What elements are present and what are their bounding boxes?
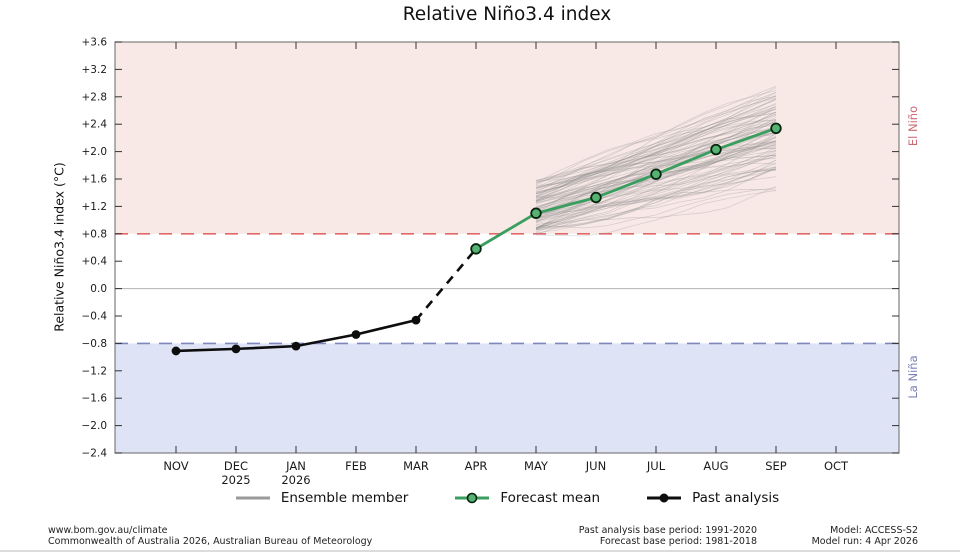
- axis-tick-labels: +3.6 +3.2 +2.8 +2.4 +2.0 +1.6 +1.2 +0.8 +0.4 0.0 −…: [82, 37, 850, 488]
- bottom-divider: [0, 550, 960, 552]
- x-tick-label: MAR: [403, 459, 429, 473]
- y-tick-label: −2.0: [82, 420, 108, 432]
- x-tick-label: MAY: [524, 459, 549, 473]
- y-tick-label: −1.2: [82, 365, 108, 377]
- y-tick-label: −1.6: [82, 393, 108, 405]
- x-tick-label: FEB: [345, 459, 367, 473]
- chart-title: Relative Niño3.4 index: [402, 4, 612, 25]
- x-tick-label: JUL: [646, 459, 666, 473]
- legend-item-ensemble-member: Ensemble member: [235, 490, 409, 506]
- legend-label-past-analysis: Past analysis: [692, 490, 780, 506]
- axis-ticks: [115, 41, 899, 454]
- y-tick-label: +2.0: [82, 146, 108, 158]
- forecast-mean-swatch-icon: [455, 492, 490, 504]
- legend-label-forecast-mean: Forecast mean: [500, 490, 601, 506]
- footer-model-info: Model: ACCESS-S2 Model run: 4 Apr 2026: [706, 525, 918, 547]
- x-tick-label: OCT: [824, 459, 849, 473]
- y-tick-label: −2.4: [82, 448, 108, 460]
- footer-source-url: www.bom.gov.au/climate: [48, 525, 168, 536]
- y-tick-label: +0.8: [82, 228, 108, 240]
- footer-base-periods: Past analysis base period: 1991-2020 For…: [500, 525, 757, 547]
- y-tick-label: +3.6: [82, 37, 108, 49]
- x-tick-label: AUG: [703, 459, 728, 473]
- legend-item-past-analysis: Past analysis: [646, 490, 779, 506]
- y-tick-label: −0.4: [82, 311, 108, 323]
- shaded-regions: [115, 42, 899, 453]
- x-tick-label: APR: [465, 459, 488, 473]
- footer-model-run: Model run: 4 Apr 2026: [811, 536, 918, 547]
- footer-past-base-period: Past analysis base period: 1991-2020: [578, 525, 757, 536]
- ensemble-member-swatch-icon: [235, 496, 270, 500]
- ensemble-lines: [535, 85, 777, 237]
- y-tick-label: +1.2: [82, 201, 108, 213]
- y-tick-label: +3.2: [82, 64, 108, 76]
- y-tick-label: 0.0: [90, 283, 107, 295]
- x-tick-year-label: 2026: [281, 473, 310, 487]
- plot-border: [114, 41, 900, 454]
- y-tick-label: +1.6: [82, 174, 108, 186]
- x-tick-label: JUN: [585, 459, 606, 473]
- footer-copyright: Commonwealth of Australia 2026, Australi…: [48, 536, 373, 547]
- y-tick-label: +2.4: [82, 119, 108, 131]
- past-analysis-swatch-icon: [647, 493, 682, 503]
- footer-forecast-base-period: Forecast base period: 1981-2018: [599, 536, 757, 547]
- y-tick-label: +2.8: [82, 91, 108, 103]
- x-tick-year-label: 2025: [221, 473, 250, 487]
- footer-source: www.bom.gov.au/climate Commonwealth of A…: [48, 525, 372, 547]
- series-analysis-to-forecast-transition: [415, 248, 477, 321]
- legend-item-forecast-mean: Forecast mean: [454, 490, 600, 506]
- legend-label-ensemble-member: Ensemble member: [280, 490, 409, 506]
- footer-model-name: Model: ACCESS-S2: [830, 525, 918, 536]
- y-tick-label: +0.4: [82, 256, 108, 268]
- y-tick-label: −0.8: [82, 338, 108, 350]
- x-tick-label: NOV: [163, 459, 188, 473]
- series-forecast-mean: [470, 122, 782, 255]
- x-tick-label: DEC: [224, 459, 248, 473]
- legend: Ensemble member Forecast mean Past analy…: [115, 490, 899, 506]
- x-tick-label: SEP: [765, 459, 787, 473]
- x-tick-label: JAN: [285, 459, 306, 473]
